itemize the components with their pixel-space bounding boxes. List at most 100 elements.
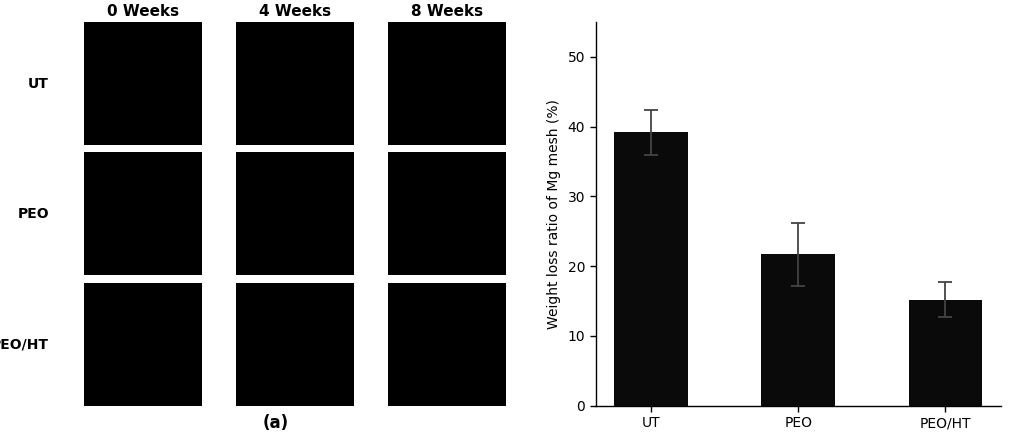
- Circle shape: [130, 100, 137, 107]
- Circle shape: [301, 50, 308, 57]
- Circle shape: [424, 230, 431, 237]
- Circle shape: [434, 80, 441, 87]
- Circle shape: [483, 220, 490, 227]
- Circle shape: [474, 110, 481, 117]
- Circle shape: [180, 220, 186, 227]
- Circle shape: [140, 41, 147, 48]
- Circle shape: [180, 90, 186, 97]
- Circle shape: [262, 50, 269, 57]
- Polygon shape: [464, 30, 494, 95]
- Circle shape: [424, 191, 431, 198]
- Circle shape: [453, 41, 460, 48]
- Circle shape: [464, 201, 471, 207]
- Circle shape: [434, 50, 441, 57]
- Circle shape: [272, 90, 279, 97]
- Circle shape: [415, 341, 421, 348]
- Circle shape: [415, 60, 421, 67]
- Circle shape: [404, 351, 411, 358]
- Circle shape: [424, 341, 431, 348]
- Circle shape: [130, 110, 137, 117]
- Circle shape: [301, 80, 308, 87]
- Circle shape: [444, 220, 450, 227]
- Circle shape: [130, 191, 137, 198]
- Circle shape: [474, 60, 481, 67]
- Circle shape: [140, 380, 147, 387]
- Circle shape: [292, 30, 299, 37]
- Circle shape: [444, 100, 450, 107]
- Circle shape: [444, 30, 450, 37]
- Bar: [909, 300, 982, 406]
- Circle shape: [282, 191, 289, 198]
- Circle shape: [140, 390, 147, 397]
- Circle shape: [150, 210, 156, 217]
- Circle shape: [464, 120, 471, 127]
- Circle shape: [119, 301, 127, 308]
- Circle shape: [252, 210, 259, 217]
- Circle shape: [282, 321, 289, 328]
- Circle shape: [453, 361, 460, 367]
- Polygon shape: [401, 160, 436, 200]
- Circle shape: [292, 292, 299, 298]
- Circle shape: [322, 361, 329, 367]
- Circle shape: [301, 191, 308, 198]
- Polygon shape: [96, 27, 190, 140]
- Circle shape: [311, 341, 319, 348]
- Circle shape: [262, 100, 269, 107]
- Circle shape: [464, 100, 471, 107]
- Circle shape: [282, 250, 289, 257]
- Circle shape: [272, 370, 279, 377]
- Circle shape: [130, 80, 137, 87]
- Circle shape: [474, 311, 481, 318]
- Circle shape: [331, 341, 338, 348]
- Circle shape: [301, 201, 308, 207]
- Circle shape: [130, 341, 137, 348]
- Circle shape: [159, 230, 166, 237]
- Circle shape: [282, 80, 289, 87]
- Circle shape: [140, 331, 147, 338]
- Polygon shape: [248, 27, 342, 140]
- Circle shape: [415, 210, 421, 217]
- Circle shape: [292, 311, 299, 318]
- Circle shape: [415, 331, 421, 338]
- Circle shape: [444, 260, 450, 267]
- Circle shape: [322, 311, 329, 318]
- Circle shape: [453, 191, 460, 198]
- Circle shape: [150, 90, 156, 97]
- Circle shape: [130, 370, 137, 377]
- Circle shape: [119, 361, 127, 367]
- Circle shape: [292, 341, 299, 348]
- Circle shape: [292, 80, 299, 87]
- Circle shape: [322, 181, 329, 188]
- Circle shape: [140, 292, 147, 298]
- Circle shape: [159, 351, 166, 358]
- Circle shape: [311, 41, 319, 48]
- Circle shape: [474, 341, 481, 348]
- Circle shape: [140, 130, 147, 136]
- Circle shape: [159, 370, 166, 377]
- Circle shape: [282, 240, 289, 247]
- Circle shape: [100, 220, 107, 227]
- Circle shape: [110, 181, 117, 188]
- Circle shape: [272, 100, 279, 107]
- Circle shape: [453, 90, 460, 97]
- Circle shape: [292, 210, 299, 217]
- Circle shape: [444, 201, 450, 207]
- Circle shape: [404, 80, 411, 87]
- Circle shape: [483, 341, 490, 348]
- PathPatch shape: [85, 283, 202, 406]
- Circle shape: [140, 210, 147, 217]
- Circle shape: [464, 60, 471, 67]
- Circle shape: [119, 80, 127, 87]
- Circle shape: [159, 331, 166, 338]
- Circle shape: [444, 351, 450, 358]
- Circle shape: [140, 351, 147, 358]
- Circle shape: [415, 90, 421, 97]
- Circle shape: [453, 201, 460, 207]
- Circle shape: [169, 220, 177, 227]
- Circle shape: [262, 240, 269, 247]
- PathPatch shape: [85, 153, 202, 275]
- Circle shape: [282, 70, 289, 77]
- Circle shape: [119, 351, 127, 358]
- Circle shape: [434, 321, 441, 328]
- Circle shape: [110, 361, 117, 367]
